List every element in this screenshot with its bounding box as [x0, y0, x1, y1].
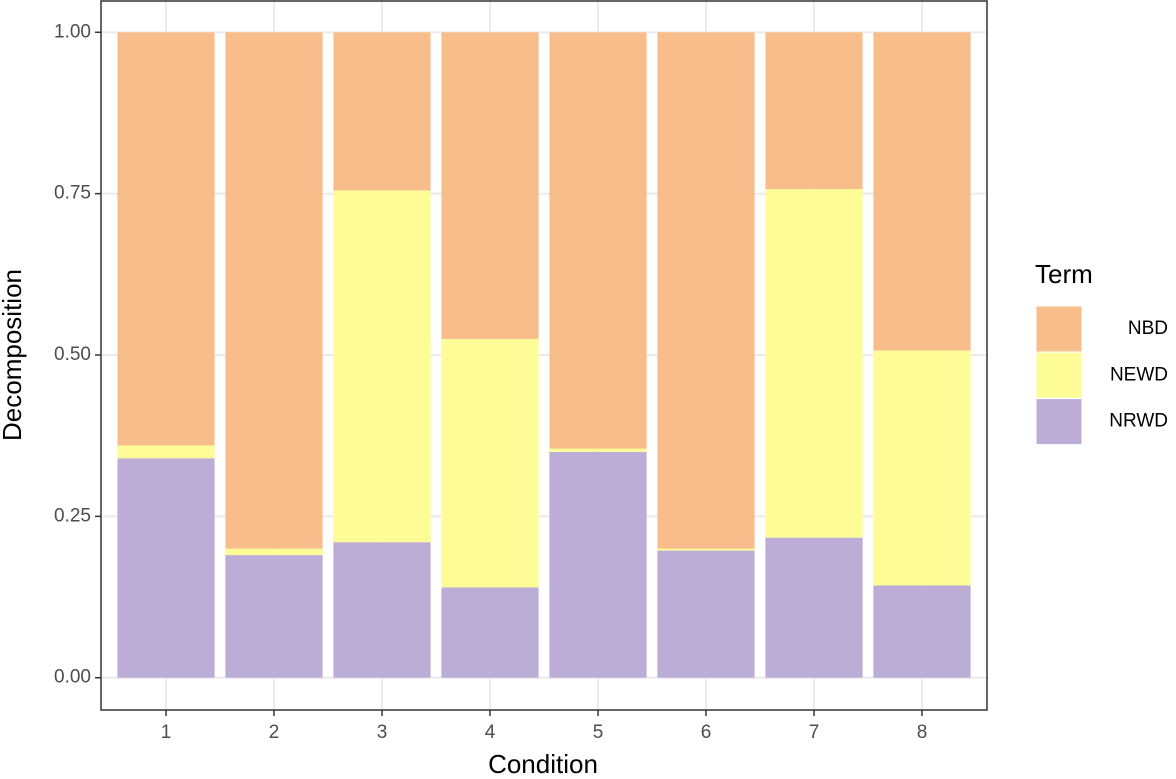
bar-segment — [549, 448, 647, 452]
bar-segment — [549, 451, 647, 678]
x-tick-label: 2 — [269, 722, 280, 743]
y-tick-label: 0.00 — [54, 667, 91, 688]
legend-title: Term — [1035, 259, 1093, 289]
y-tick-label: 0.50 — [54, 344, 91, 365]
x-tick-label: 1 — [161, 722, 172, 743]
x-tick-label: 5 — [593, 722, 604, 743]
bar-segment — [117, 458, 215, 678]
y-tick-label: 0.25 — [54, 505, 91, 526]
x-tick-label: 7 — [809, 722, 820, 743]
bar-segment — [765, 537, 863, 678]
bar-segment — [333, 190, 431, 543]
bar-segment — [657, 32, 755, 549]
y-tick-label: 1.00 — [54, 21, 91, 42]
bar-segment — [225, 555, 323, 678]
bar-segment — [549, 32, 647, 449]
x-tick-label: 4 — [485, 722, 496, 743]
bar-segment — [333, 32, 431, 191]
bar-segment — [441, 338, 539, 588]
bar-segment — [657, 548, 755, 551]
x-tick-label: 3 — [377, 722, 388, 743]
bar-segment — [765, 32, 863, 190]
bar-segment — [873, 32, 971, 351]
legend-label: NEWD — [1110, 364, 1168, 385]
legend-key — [1035, 398, 1083, 446]
bar-segment — [117, 445, 215, 459]
y-axis-title: Decomposition — [0, 269, 27, 441]
x-axis-title: Condition — [488, 749, 598, 779]
bar-segment — [873, 585, 971, 678]
bar-segment — [225, 548, 323, 556]
panel-border — [100, 0, 988, 711]
legend-key — [1035, 351, 1083, 399]
bar-segment — [117, 32, 215, 446]
legend-label: NBD — [1128, 318, 1168, 339]
y-tick-label: 0.75 — [54, 183, 91, 204]
bar-segment — [441, 32, 539, 339]
x-tick-label: 6 — [701, 722, 712, 743]
legend-key — [1035, 305, 1083, 353]
bar-segment — [225, 32, 323, 549]
x-tick-label: 8 — [917, 722, 928, 743]
bar-segment — [333, 542, 431, 678]
bar-segment — [765, 189, 863, 538]
bar-segment — [441, 587, 539, 678]
bar-segment — [657, 550, 755, 678]
legend-label: NRWD — [1109, 411, 1168, 432]
bar-segment — [873, 350, 971, 586]
